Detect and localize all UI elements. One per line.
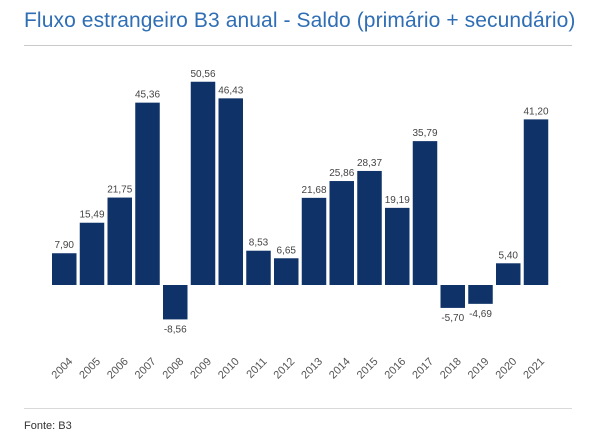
data-label-2021: 41,20 [523, 106, 548, 117]
data-label-2009: 50,56 [190, 69, 215, 80]
bar-2008 [163, 285, 188, 320]
x-tick-2021: 2021 [521, 356, 547, 382]
data-label-2005: 15,49 [79, 210, 104, 221]
bar-2014 [329, 181, 354, 285]
x-tick-2010: 2010 [216, 356, 242, 382]
bar-2016 [385, 207, 410, 285]
x-tick-2008: 2008 [161, 356, 187, 382]
bar-2005 [79, 222, 105, 285]
x-tick-2007: 2007 [133, 356, 159, 382]
data-label-2020: 5,40 [499, 250, 519, 261]
data-label-2015: 28,37 [357, 158, 382, 169]
data-label-2004: 7,90 [55, 240, 75, 251]
bar-2021 [523, 119, 549, 285]
bar-2004 [52, 253, 77, 285]
x-tick-2004: 2004 [50, 356, 76, 382]
bar-2020 [496, 263, 521, 285]
data-label-2018: -5,70 [441, 313, 464, 324]
x-tick-2020: 2020 [494, 356, 520, 382]
x-tick-2011: 2011 [244, 356, 269, 381]
x-tick-2009: 2009 [188, 356, 214, 382]
data-label-2010: 46,43 [218, 85, 243, 96]
bar-2011 [246, 250, 271, 285]
data-label-2006: 21,75 [107, 185, 132, 196]
x-tick-2014: 2014 [327, 356, 353, 382]
bar-2018 [440, 285, 465, 308]
x-tick-2016: 2016 [383, 356, 409, 382]
bar-2013 [301, 197, 327, 285]
chart-title: Fluxo estrangeiro B3 anual - Saldo (prim… [24, 9, 576, 32]
title-divider [24, 45, 572, 46]
data-label-2013: 21,68 [301, 185, 326, 196]
data-label-2011: 8,53 [249, 238, 269, 249]
data-label-2007: 45,36 [135, 90, 160, 101]
x-tick-2017: 2017 [410, 356, 436, 382]
x-tick-2005: 2005 [77, 356, 103, 382]
bar-2019 [468, 285, 493, 304]
bar-2017 [412, 141, 438, 285]
bar-2015 [357, 170, 382, 285]
bar-2009 [190, 81, 216, 285]
data-label-2016: 19,19 [385, 195, 410, 206]
bar-2007 [135, 102, 160, 286]
data-label-2014: 25,86 [329, 168, 354, 179]
bar-2006 [107, 197, 132, 285]
x-tick-2006: 2006 [105, 356, 131, 382]
bar-2010 [218, 98, 243, 285]
data-label-2008: -8,56 [164, 324, 187, 335]
data-label-2012: 6,65 [277, 245, 297, 256]
x-tick-2012: 2012 [272, 356, 298, 382]
x-tick-2015: 2015 [355, 356, 381, 382]
x-tick-2013: 2013 [299, 356, 325, 382]
bar-2012 [274, 258, 299, 285]
x-tick-2019: 2019 [466, 356, 492, 382]
x-tick-2018: 2018 [438, 356, 464, 382]
data-label-2017: 35,79 [412, 128, 437, 139]
data-label-2019: -4,69 [469, 309, 492, 320]
source-note: Fonte: B3 [24, 420, 72, 432]
footer-divider [24, 408, 572, 409]
